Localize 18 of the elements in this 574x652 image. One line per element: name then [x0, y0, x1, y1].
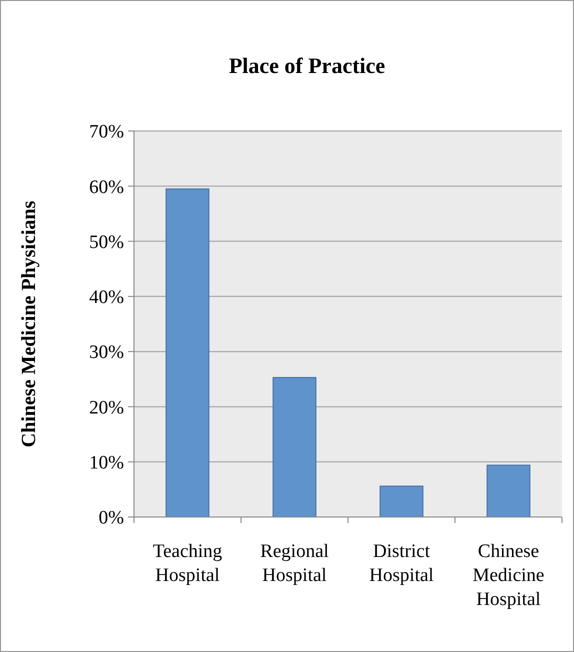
x-tick-label: Regional Hospital — [260, 541, 329, 586]
x-tick-label: Teaching Hospital — [152, 541, 223, 586]
y-tick-label: 40% — [89, 287, 124, 308]
bar — [380, 486, 424, 518]
x-tick-label: District Hospital — [369, 541, 434, 586]
bar — [166, 188, 210, 518]
chart-title: Place of Practice — [228, 53, 386, 78]
bar — [272, 376, 316, 518]
y-tick-label: 20% — [89, 397, 124, 418]
y-tick-label: 30% — [89, 342, 124, 364]
y-axis-title: Chinese Medicine Physicians — [18, 200, 40, 448]
x-tick-label: Chinese Medicine Hospital — [472, 541, 544, 610]
y-tick-label: 70% — [89, 122, 124, 143]
y-tick-label: 10% — [89, 452, 124, 474]
y-tick-label: 0% — [98, 508, 124, 529]
bar — [486, 464, 530, 518]
y-tick-label: 50% — [89, 232, 124, 253]
y-tick-label: 60% — [89, 176, 124, 198]
